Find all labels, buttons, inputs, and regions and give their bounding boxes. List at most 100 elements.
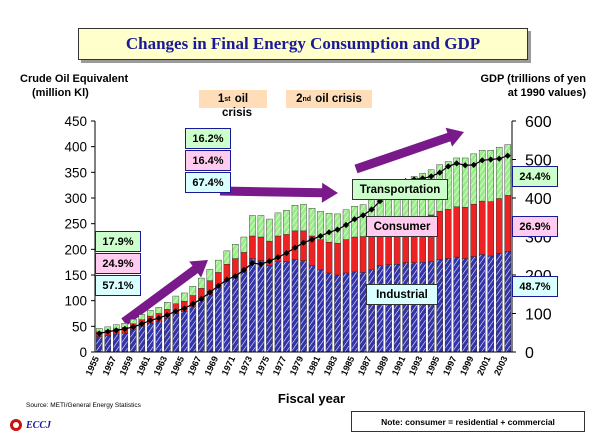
bar-industrial-1957 <box>113 333 120 353</box>
bar-transportation-1977 <box>283 210 290 235</box>
x-tick-label-1973: 1973 <box>237 355 255 377</box>
bar-industrial-2001 <box>487 255 494 353</box>
bar-consumer-1996 <box>444 209 452 259</box>
y2-tick-label-0: 0 <box>525 345 534 362</box>
bar-consumer-2002 <box>495 198 503 254</box>
left-axis-label-line1: Crude Oil Equivalent <box>20 73 129 85</box>
right-axis-label-line1: GDP (trillions of yen <box>480 73 586 85</box>
bar-industrial-1994 <box>427 261 435 353</box>
bar-industrial-2002 <box>495 253 503 353</box>
bar-industrial-1973 <box>249 258 256 353</box>
bar-industrial-1971 <box>232 276 239 353</box>
bar-transportation-1972 <box>240 236 248 253</box>
bar-industrial-1967 <box>198 300 205 353</box>
x-axis-title: Fiscal year <box>278 391 345 406</box>
bar-transportation-1978 <box>291 204 299 232</box>
bar-industrial-2003 <box>504 251 512 353</box>
bar-industrial-1964 <box>172 313 180 353</box>
bar-industrial-1975 <box>266 265 273 353</box>
y2-tick-label-500: 500 <box>525 153 552 170</box>
y-tick-label-450: 450 <box>64 114 87 129</box>
share-1965-industrial: 57.1% <box>95 275 141 296</box>
x-tick-label-1965: 1965 <box>169 355 187 377</box>
y-tick-label-50: 50 <box>72 319 87 334</box>
source-note: Source: METI/General Energy Statistics <box>26 402 141 409</box>
x-tick-label-1983: 1983 <box>322 355 340 377</box>
bar-industrial-1969 <box>215 287 222 353</box>
y-tick-label-400: 400 <box>64 140 87 155</box>
logo-mark-icon <box>10 419 22 431</box>
oil-crisis-2-word: oil crisis <box>315 93 362 105</box>
bar-consumer-2001 <box>487 201 494 257</box>
bar-transportation-1967 <box>198 277 205 289</box>
bar-industrial-1977 <box>283 261 290 353</box>
trend-arrow-rise <box>354 127 464 174</box>
bar-transportation-1970 <box>223 250 231 265</box>
bar-industrial-1963 <box>164 317 171 353</box>
bar-industrial-1998 <box>461 258 469 353</box>
bar-industrial-1956 <box>104 335 112 353</box>
bar-consumer-1998 <box>461 207 469 259</box>
bar-transportation-1982 <box>325 213 333 243</box>
bar-transportation-2000 <box>478 150 486 202</box>
bar-transportation-1969 <box>215 259 222 273</box>
share-1973-transportation: 16.2% <box>185 128 231 149</box>
bar-industrial-1991 <box>402 262 409 353</box>
bar-industrial-1999 <box>470 256 477 353</box>
y2-tick-label-400: 400 <box>525 191 552 208</box>
bar-industrial-1982 <box>325 272 333 353</box>
share-2003-industrial: 48.7% <box>512 276 558 297</box>
gdp-point-1980 <box>308 236 316 243</box>
bar-industrial-1989 <box>385 264 392 353</box>
left-axis-label: Crude Oil Equivalent (million Kl) <box>20 72 128 100</box>
x-tick-label-1981: 1981 <box>305 355 323 377</box>
bar-transportation-1962 <box>155 307 163 314</box>
logo: ECCJ <box>10 419 51 431</box>
trend-arrows <box>121 127 464 326</box>
bar-consumer-1983 <box>334 242 341 276</box>
gdp-point-1981 <box>317 232 324 240</box>
bar-industrial-1955 <box>95 336 103 353</box>
x-tick-label-1985: 1985 <box>339 355 357 377</box>
y-tick-label-200: 200 <box>64 242 87 257</box>
bar-industrial-1976 <box>274 261 282 353</box>
bars <box>95 144 512 353</box>
bar-transportation-1968 <box>206 269 214 281</box>
bar-consumer-1984 <box>342 239 350 274</box>
x-tick-label-2001: 2001 <box>475 355 493 377</box>
bar-transportation-1997 <box>453 157 460 207</box>
bar-industrial-1987 <box>368 269 375 353</box>
bar-transportation-1976 <box>274 212 282 237</box>
bar-industrial-1990 <box>393 264 401 353</box>
x-tick-label-1999: 1999 <box>458 355 476 377</box>
x-tick-label-1991: 1991 <box>390 355 408 377</box>
bar-consumer-1977 <box>283 234 290 262</box>
x-tick-label-1961: 1961 <box>135 355 153 377</box>
bar-industrial-1981 <box>317 269 324 353</box>
x-tick-label-1969: 1969 <box>203 355 221 377</box>
bar-industrial-1958 <box>121 332 129 353</box>
x-tick-label-1971: 1971 <box>220 355 238 377</box>
bar-industrial-1980 <box>308 265 316 353</box>
bar-industrial-1993 <box>419 261 426 353</box>
bar-industrial-1997 <box>453 256 460 353</box>
gdp-point-1977 <box>283 249 290 257</box>
x-tick-label-1993: 1993 <box>407 355 425 377</box>
bar-industrial-1966 <box>189 306 197 353</box>
bar-consumer-1974 <box>257 236 265 261</box>
bar-industrial-1961 <box>147 323 154 353</box>
gdp-point-1983 <box>334 226 341 233</box>
segment-label-consumer: Consumer <box>366 216 438 237</box>
bar-industrial-1992 <box>410 262 418 353</box>
bar-transportation-1979 <box>300 203 307 232</box>
y-tick-label-100: 100 <box>64 294 87 309</box>
bar-industrial-1959 <box>130 329 137 353</box>
share-2003-consumer: 26.9% <box>512 216 558 237</box>
x-tick-label-1957: 1957 <box>101 355 119 377</box>
x-tick-label-1997: 1997 <box>441 355 459 377</box>
bar-consumer-1997 <box>453 206 460 258</box>
bar-transportation-1998 <box>461 157 469 208</box>
bar-transportation-1964 <box>172 295 180 304</box>
bar-consumer-1985 <box>351 236 358 273</box>
